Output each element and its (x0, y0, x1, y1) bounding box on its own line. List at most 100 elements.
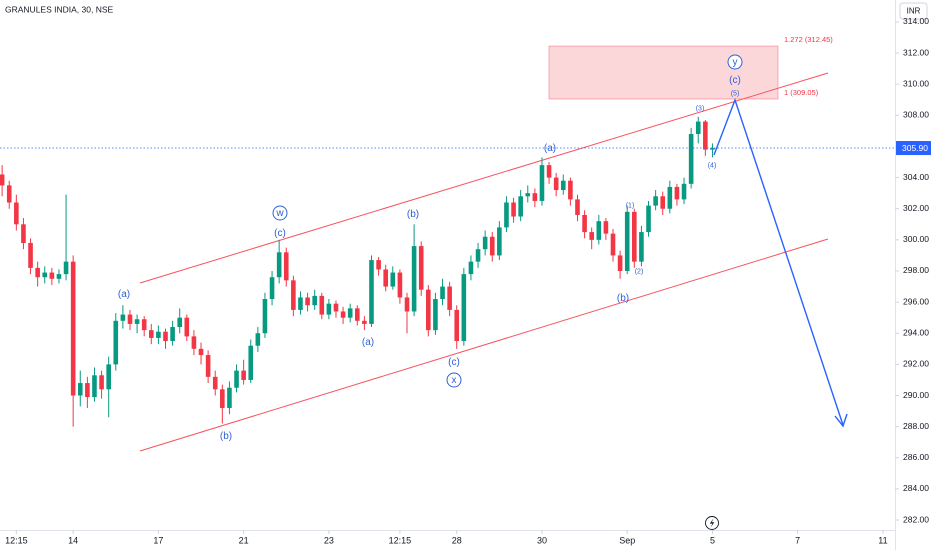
wave-label: (c) (729, 75, 741, 86)
candle-body (63, 261, 69, 275)
candle-body (134, 319, 140, 324)
candle-body (156, 331, 161, 338)
wave-label: (a) (362, 337, 374, 348)
wave-label: (a) (544, 143, 556, 154)
candle-body (504, 202, 509, 228)
icon-bolt (709, 518, 715, 528)
wave-label: (2) (635, 268, 644, 275)
candle-body (56, 274, 62, 279)
wave-circle (272, 205, 288, 221)
candle-body (546, 165, 552, 178)
candle-body (418, 246, 424, 290)
x-tick-label: 14 (68, 535, 78, 545)
x-tick-label: 5 (710, 535, 715, 545)
candle-body (397, 272, 403, 298)
x-tick-label: 21 (239, 535, 249, 545)
replay-icon[interactable] (705, 516, 719, 530)
y-tick-label: 282.00 (903, 514, 929, 524)
y-tick-label: 312.00 (903, 47, 929, 57)
projection-arrow (713, 97, 844, 426)
candle-body (376, 260, 381, 270)
candle-body (248, 345, 254, 380)
wave-label: (3) (696, 105, 705, 112)
fib-label: 1.272 (312.45) (784, 35, 833, 44)
y-tick-label: 286.00 (903, 452, 929, 462)
candle-body (468, 261, 474, 275)
candle-body (525, 193, 531, 197)
candle-body (447, 286, 452, 310)
wave-label: (c) (274, 228, 286, 239)
candle-body (191, 336, 197, 349)
last-price-label: 305.90 (902, 143, 928, 153)
candle-body (35, 267, 40, 278)
candle-body (106, 364, 111, 390)
candle-body (283, 252, 289, 281)
candle-body (617, 255, 623, 271)
candle-body (148, 330, 154, 338)
channel-upper (139, 72, 829, 284)
wave-label: (b) (220, 431, 232, 442)
candle-body (589, 232, 594, 240)
candle-body (0, 174, 5, 186)
candle-body (667, 186, 673, 209)
fib-label: 1 (309.05) (784, 88, 819, 97)
x-tick-label: 17 (153, 535, 163, 545)
candle-body (383, 269, 389, 287)
candle-body (227, 387, 232, 408)
y-tick-label: 288.00 (903, 421, 929, 431)
candle-body (42, 272, 48, 278)
candle-body (326, 303, 332, 315)
y-tick-label: 292.00 (903, 359, 929, 369)
candle-body (28, 242, 33, 268)
candle-body (440, 286, 445, 300)
candle-body (411, 246, 417, 312)
candle-body (539, 165, 545, 201)
candle-body (710, 148, 715, 150)
wave-label: (c) (448, 357, 460, 368)
candle-body (610, 233, 616, 256)
candle-body (532, 193, 538, 201)
x-tick-label: 7 (795, 535, 800, 545)
currency: INR (907, 7, 921, 16)
candle-body (347, 308, 353, 318)
candle-body (234, 370, 239, 388)
candle-body (319, 295, 325, 315)
candle-body (653, 196, 658, 206)
y-tick-label: 284.00 (903, 483, 929, 493)
candle-body (489, 236, 495, 256)
wave-label: y (733, 57, 738, 68)
x-tick-label: Sep (619, 535, 635, 545)
candle-body (553, 177, 559, 191)
candle-body (426, 289, 431, 331)
candle-body (603, 221, 609, 234)
candle-body (298, 297, 303, 310)
candles (0, 116, 715, 427)
wave-label: (1) (626, 202, 635, 209)
candle-body (241, 370, 246, 380)
candle-body (646, 205, 651, 233)
candle-body (6, 185, 12, 203)
candle-body (99, 375, 104, 390)
candle-body (205, 355, 211, 377)
candle-body (184, 317, 190, 337)
arrow-head (834, 413, 848, 428)
candle-body (568, 180, 573, 200)
wave-circle (727, 54, 743, 70)
x-tick-label: 30 (537, 535, 547, 545)
wave-label: (b) (407, 209, 419, 220)
candle-body (582, 214, 587, 233)
candle-body (482, 236, 488, 250)
y-tick-label: 300.00 (903, 234, 929, 244)
candle-body (212, 376, 218, 390)
candle-body (695, 121, 701, 135)
candle-body (688, 134, 694, 184)
currency-box[interactable] (899, 2, 928, 20)
y-tick-label: 290.00 (903, 390, 929, 400)
candle-body (120, 314, 126, 321)
candle-body (333, 303, 339, 312)
wave-label: x (452, 375, 457, 386)
candle-body (674, 186, 680, 200)
candle-body (170, 327, 175, 342)
candle-body (14, 202, 19, 225)
y-tick-label: 298.00 (903, 265, 929, 275)
